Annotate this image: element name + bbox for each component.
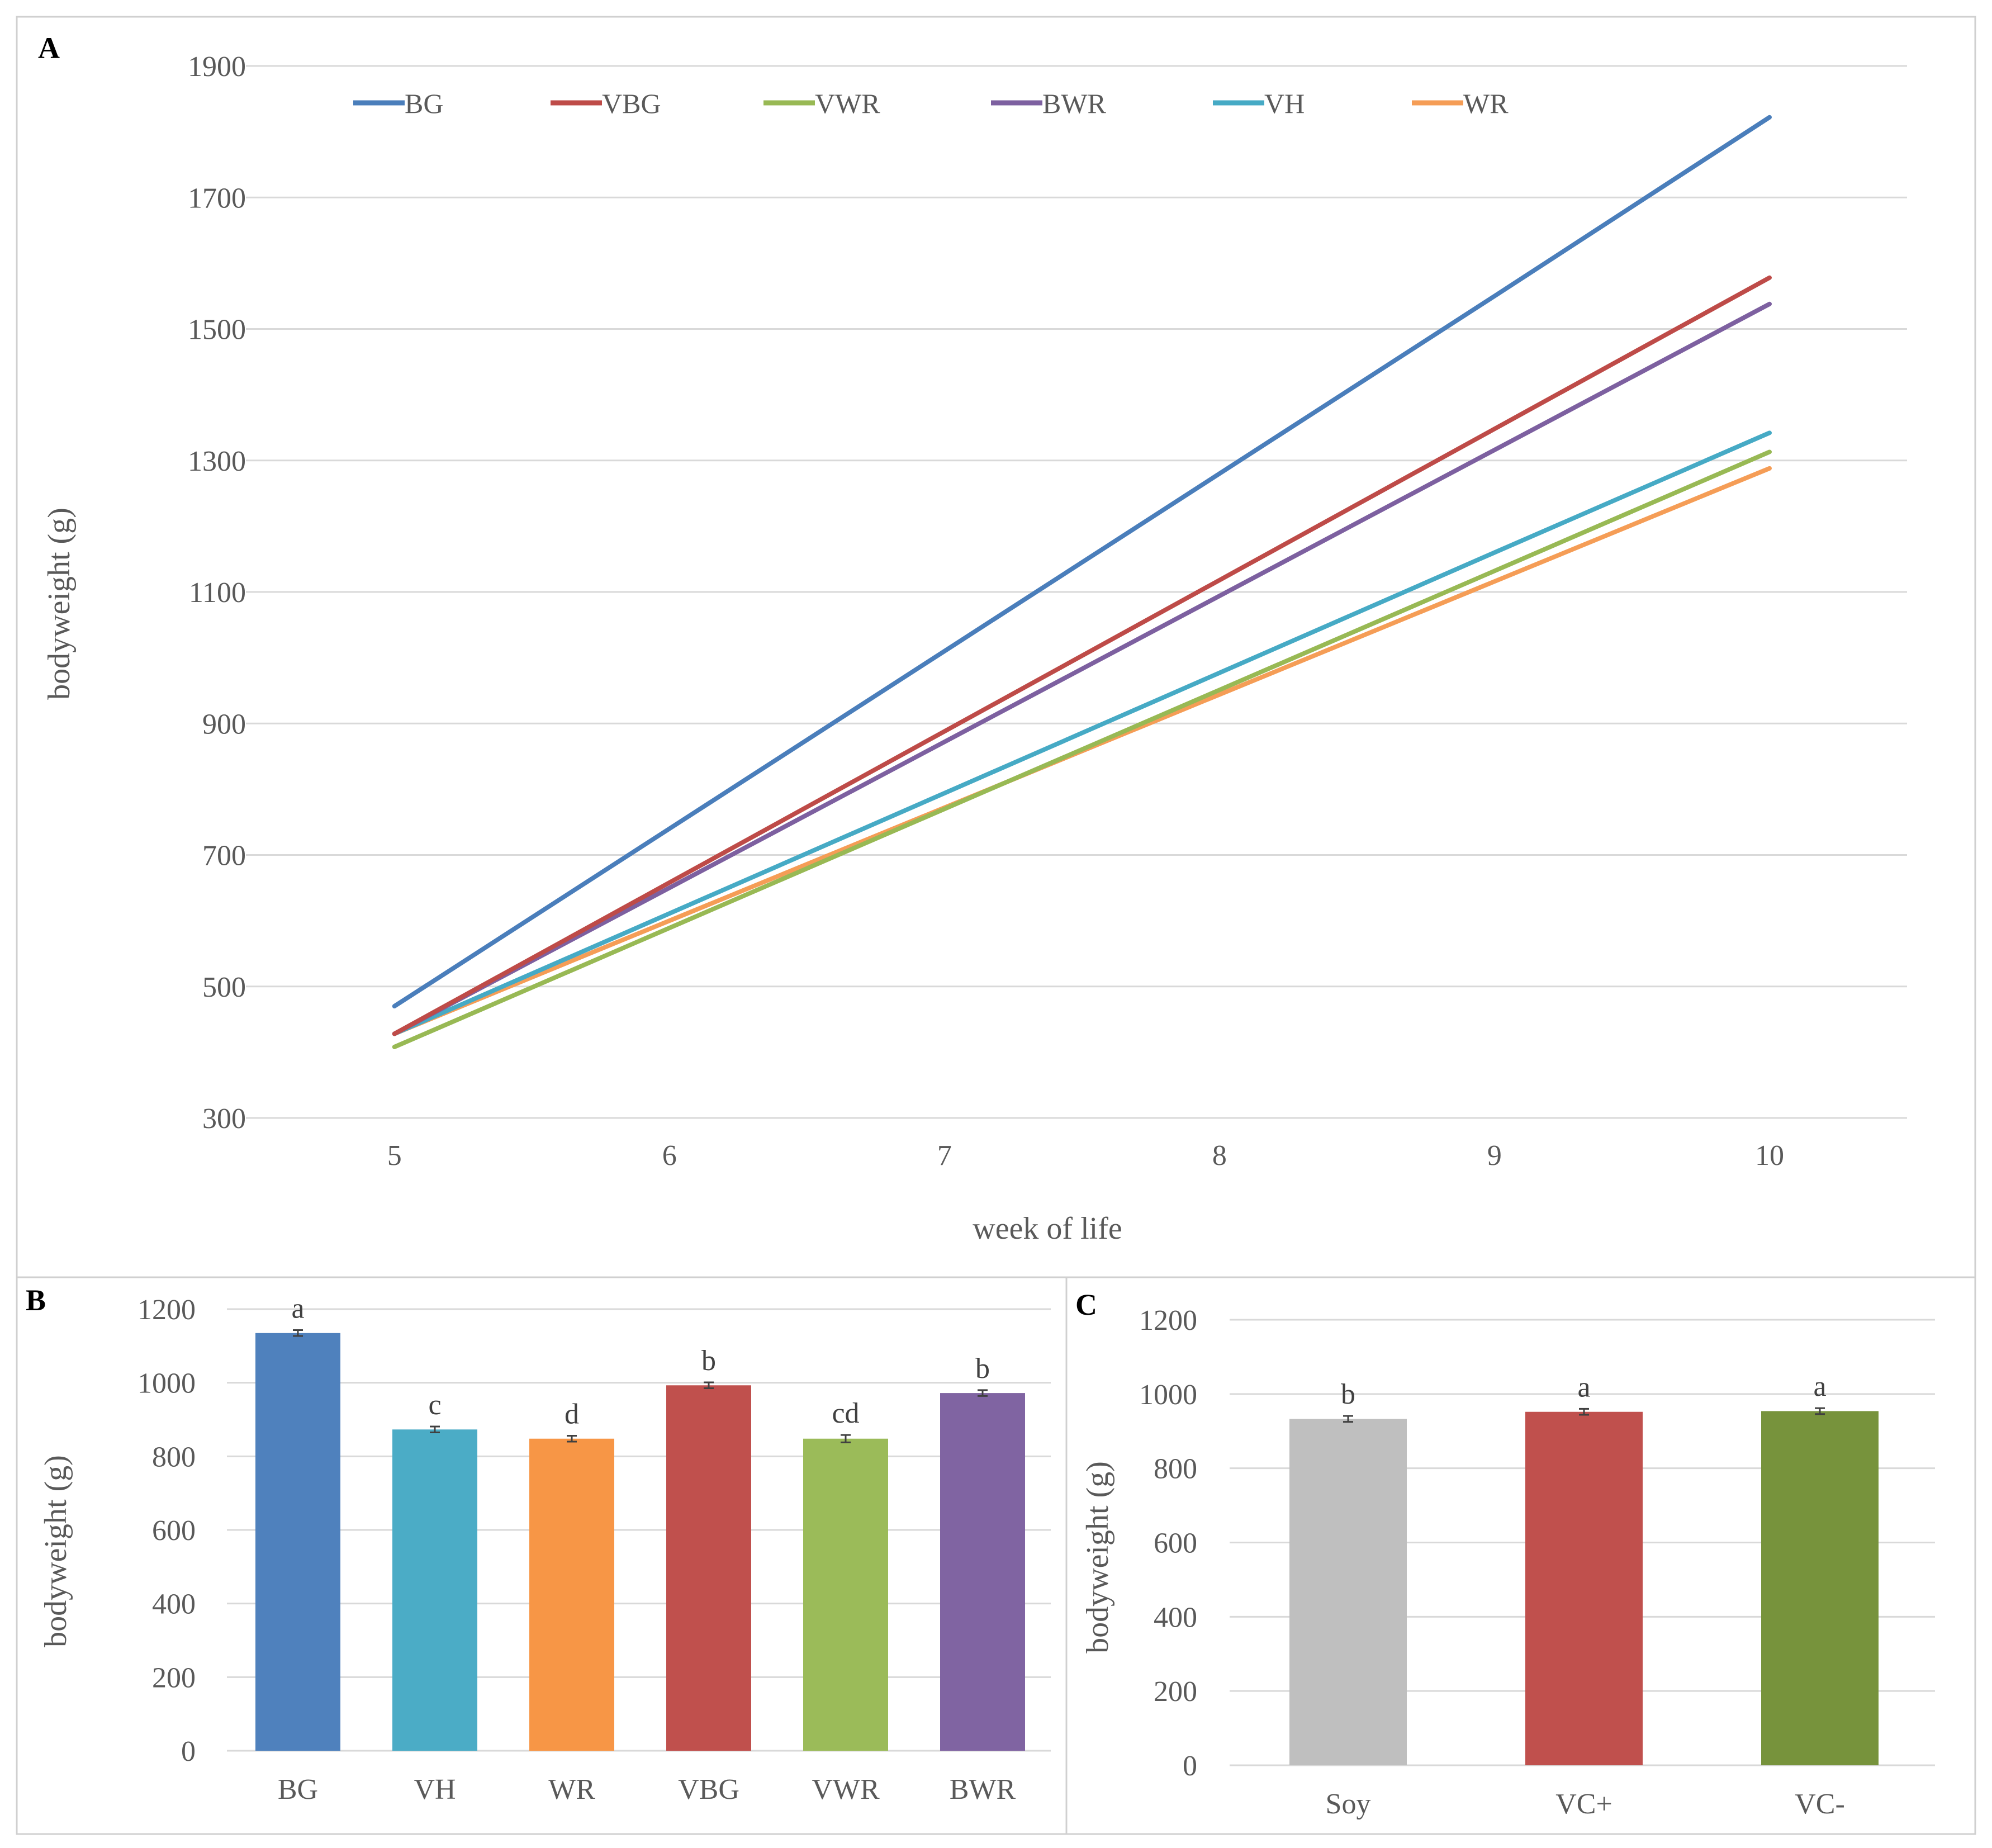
panel-b-grid [227,1308,1051,1752]
significance-letter-soy: b [1341,1378,1355,1410]
series-line-bg [392,115,1772,1009]
panel-a-x-ticks: 5 6 7 8 9 10 [387,1140,1784,1172]
panel-c-y-tick-label: 1200 [1139,1305,1197,1337]
legend-label-wr: WR [1463,88,1509,119]
category-label-bwr: BWR [950,1774,1016,1806]
series-line-bwr [392,301,1772,1036]
panel-a-x-tick-label: 10 [1755,1140,1784,1172]
panel-c-y-tick-label: 200 [1154,1676,1197,1708]
legend-label-vh: VH [1264,88,1305,119]
bar-wr [529,1438,614,1751]
legend-label-bg: BG [405,88,443,119]
panel-a-y-tick-label: 1900 [188,51,246,83]
category-label-vh: VH [414,1774,456,1806]
legend-label-vwr: VWR [815,88,880,119]
panel-c-letter: C [1075,1288,1097,1321]
significance-letter-vc-minus: a [1813,1371,1826,1402]
category-label-soy: Soy [1326,1788,1371,1820]
significance-letter-vc-plus: a [1577,1371,1590,1403]
panel-a-series-lines [392,115,1772,1049]
panel-a-line-chart: A 300 500 700 900 1100 1300 1500 1700 1900 5 6 7 8 9… [38,31,1907,1246]
panel-b-y-axis-title: bodyweight (g) [39,1455,73,1647]
legend-label-bwr: BWR [1042,88,1107,119]
panel-b-y-tick-label: 200 [152,1662,196,1694]
significance-letter-wr: d [565,1398,579,1430]
panel-b-y-tick-label: 400 [152,1589,196,1620]
panel-b-y-tick-label: 1000 [137,1368,196,1400]
panel-b-y-tick-label: 600 [152,1515,196,1547]
panel-a-y-tick-label: 1100 [189,577,246,609]
panel-a-y-tick-label: 1500 [188,314,246,346]
panel-a-letter: A [38,31,60,65]
bar-vbg [666,1385,751,1751]
panel-a-x-tick-label: 5 [387,1140,402,1172]
panel-b-y-tick-label: 0 [181,1736,196,1768]
panel-a-grid [246,65,1907,1119]
significance-letter-bg: a [291,1293,304,1325]
panel-a-y-axis-title: bodyweight (g) [42,508,77,700]
panel-a-y-tick-label: 1700 [188,182,246,214]
panel-b-y-ticks: 0 200 400 600 800 1000 1200 [137,1294,196,1768]
panel-c-bar-chart: C 0 200 400 600 800 1000 1200 b a a Soy VC+ VC- bo… [1075,1288,1935,1820]
bar-vc-plus [1525,1411,1643,1765]
bar-bwr [940,1393,1025,1751]
panel-a-y-tick-label: 300 [202,1103,246,1135]
significance-letter-vh: c [428,1389,441,1421]
panel-c-frame [1065,1276,1976,1835]
panel-c-y-tick-label: 600 [1154,1528,1197,1560]
panel-b-y-tick-label: 1200 [137,1294,196,1326]
panel-a-x-tick-label: 9 [1487,1140,1502,1172]
panel-c-y-tick-label: 1000 [1139,1379,1197,1411]
panel-b-y-tick-label: 800 [152,1441,196,1473]
category-label-vbg: VBG [678,1774,739,1806]
panel-a-x-tick-label: 8 [1212,1140,1227,1172]
panel-c-y-ticks: 0 200 400 600 800 1000 1200 [1139,1305,1197,1782]
panel-c-y-tick-label: 800 [1154,1453,1197,1485]
panel-a-legend: BG VBG VWR BWR VH WR [353,88,1509,119]
panel-a-x-tick-label: 6 [662,1140,677,1172]
panel-a-y-tick-label: 900 [202,708,246,740]
significance-letter-bwr: b [975,1353,990,1385]
category-label-vwr: VWR [812,1774,880,1806]
bar-vc-minus [1761,1411,1879,1765]
legend-label-vbg: VBG [602,88,661,119]
significance-letter-vwr: cd [832,1397,859,1429]
panel-a-x-tick-label: 7 [937,1140,952,1172]
bar-soy [1289,1419,1407,1765]
bar-vh [392,1429,477,1751]
category-label-wr: WR [548,1774,595,1806]
panel-a-frame [16,16,1976,1278]
category-label-bg: BG [278,1774,318,1806]
series-line-vbg [392,275,1772,1036]
panel-a-y-tick-label: 500 [202,972,246,1003]
panel-a-y-tick-label: 700 [202,840,246,872]
panel-c-y-tick-label: 400 [1154,1601,1197,1633]
series-line-vh [392,430,1772,1036]
panel-c-category-labels: Soy VC+ VC- [1326,1788,1845,1820]
panel-a-y-ticks: 300 500 700 900 1100 1300 1500 1700 1900 [188,51,246,1135]
category-label-vc-plus: VC+ [1555,1788,1612,1820]
panel-c-y-tick-label: 0 [1183,1750,1197,1782]
panel-b-category-labels: BG VH WR VBG VWR BWR [278,1774,1016,1806]
panel-c-y-axis-title: bodyweight (g) [1080,1461,1115,1653]
panel-a-y-tick-label: 1300 [188,446,246,477]
series-line-vwr [392,449,1772,1049]
panel-a-x-axis-title: week of life [973,1211,1122,1246]
panel-b-letter: B [26,1283,46,1317]
significance-letter-vbg: b [701,1345,716,1377]
category-label-vc-minus: VC- [1795,1788,1845,1820]
bar-bg [255,1333,340,1751]
bar-vwr [803,1438,888,1751]
